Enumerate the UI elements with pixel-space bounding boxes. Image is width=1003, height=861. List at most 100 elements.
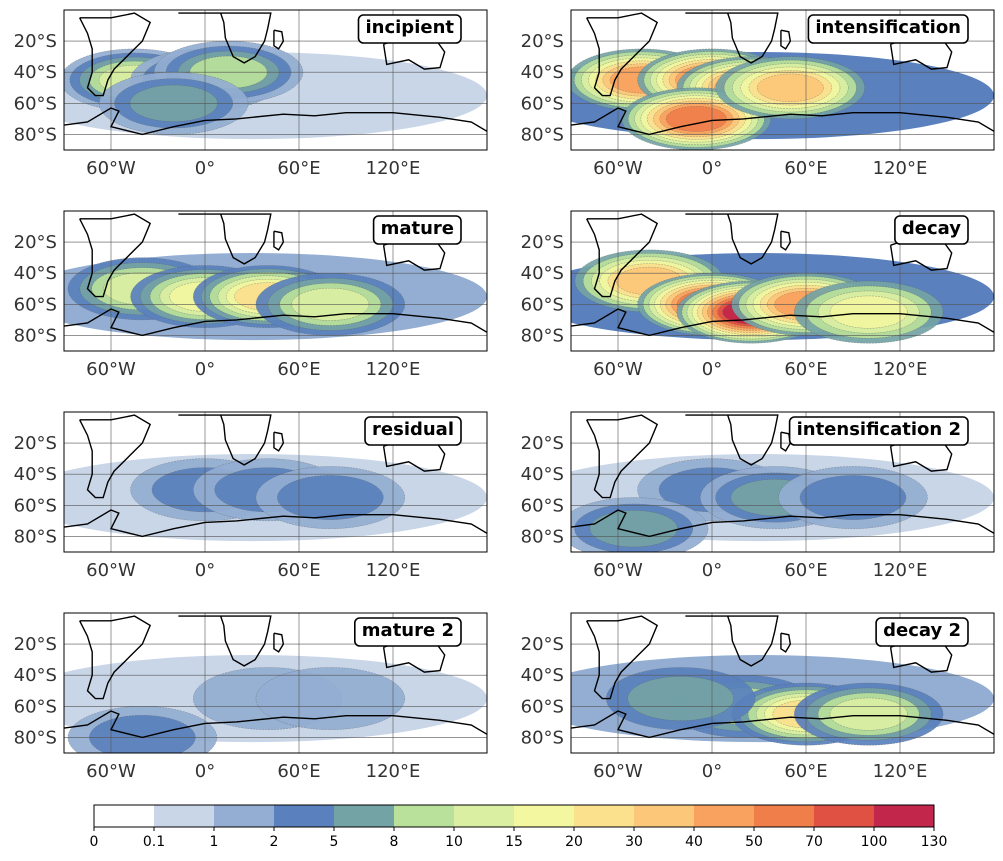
lat-tick-label: 20°S (14, 31, 57, 52)
coastline (780, 431, 792, 452)
lat-tick-label: 20°S (521, 232, 564, 253)
lon-tick-label: 0° (195, 158, 215, 179)
lat-tick-label: 40°S (521, 62, 564, 83)
colorbar-segment (334, 805, 394, 827)
density-contour (665, 106, 727, 132)
lat-tick-label: 40°S (521, 464, 564, 485)
colorbar-tick-label: 100 (861, 834, 888, 850)
colorbar-tick-label: 20 (565, 834, 583, 850)
coastline-antarctica (571, 107, 994, 136)
panel-frame (63, 612, 488, 754)
lat-tick-label: 80°S (14, 526, 57, 547)
lon-tick-label: 120°E (873, 359, 928, 380)
panel-title: intensification 2 (797, 419, 961, 440)
coastline (79, 12, 152, 97)
colorbar-tick-label: 10 (445, 834, 463, 850)
panel-incipient: 20°S 40°S 60°S 80°S 60°W 0° 60°E 120°E incipient (14, 9, 488, 179)
coastline (178, 12, 272, 64)
gridlines (64, 10, 487, 150)
lon-tick-label: 120°E (873, 560, 928, 581)
colorbar-tick-label: 2 (270, 834, 279, 850)
lon-tick-label: 60°E (277, 158, 320, 179)
panel-title-box (353, 617, 462, 647)
coastline (79, 615, 152, 700)
lat-tick-label: 60°S (14, 495, 57, 516)
lon-tick-label: 60°W (86, 761, 136, 782)
lon-tick-label: 120°E (873, 761, 928, 782)
colorbar-tick-label: 0.1 (143, 834, 165, 850)
density-contour (756, 73, 824, 102)
lat-tick-label: 80°S (521, 526, 564, 547)
lat-tick-label: 40°S (521, 665, 564, 686)
lat-tick-label: 20°S (521, 634, 564, 655)
coastline (780, 632, 792, 653)
panel-frame (63, 210, 488, 352)
colorbar-segment (94, 805, 154, 827)
colorbar-tick-label: 30 (625, 834, 643, 850)
lat-tick-label: 80°S (521, 124, 564, 145)
coastline (79, 414, 152, 499)
panel-title: residual (372, 419, 454, 440)
colorbar: 0 0.1 1 2 5 8 10 15 20 30 40 50 70 100 130 (90, 804, 948, 850)
lat-tick-label: 60°S (14, 93, 57, 114)
panel-title: decay (902, 218, 961, 239)
panel-decay-2: 20°S 40°S 60°S 80°S 60°W 0° 60°E 120°E decay 2 (521, 612, 995, 782)
lon-tick-label: 0° (702, 761, 722, 782)
panel-frame (570, 210, 995, 352)
coastline (586, 12, 659, 97)
panel-decay: 20°S 40°S 60°S 80°S 60°W 0° 60°E 120°E decay (521, 210, 995, 380)
lat-tick-label: 60°S (521, 93, 564, 114)
lon-tick-label: 120°E (366, 560, 421, 581)
lon-tick-label: 120°E (366, 761, 421, 782)
coastline (273, 230, 285, 251)
density-contour (799, 475, 907, 520)
gridlines (571, 412, 994, 552)
coastline-antarctica (64, 710, 487, 739)
panel-title: intensification (815, 17, 961, 38)
colorbar-segment (274, 805, 334, 827)
lon-tick-label: 0° (702, 359, 722, 380)
panel-mature-2: 20°S 40°S 60°S 80°S 60°W 0° 60°E 120°E mature 2 (14, 612, 488, 782)
colorbar-segment (814, 805, 874, 827)
panel-title-box (364, 416, 462, 446)
lat-tick-label: 60°S (521, 696, 564, 717)
colorbar-segment (454, 805, 514, 827)
colorbar-tick-label: 1 (210, 834, 219, 850)
lat-tick-label: 20°S (14, 232, 57, 253)
lat-tick-label: 40°S (14, 62, 57, 83)
lon-tick-label: 0° (702, 158, 722, 179)
panel-title: decay 2 (883, 620, 961, 641)
colorbar-segment (214, 805, 274, 827)
lat-tick-label: 60°S (14, 696, 57, 717)
panel-frame (570, 9, 995, 151)
lon-tick-label: 0° (195, 560, 215, 581)
colorbar-segment (634, 805, 694, 827)
coastline (178, 414, 272, 466)
gridlines (571, 10, 994, 150)
colorbar-segment (874, 805, 934, 827)
lon-tick-label: 120°E (873, 158, 928, 179)
lat-tick-label: 60°S (521, 294, 564, 315)
coastline-antarctica (571, 509, 994, 538)
panel-title-box (357, 14, 462, 44)
lat-tick-label: 20°S (521, 31, 564, 52)
colorbar-segment (574, 805, 634, 827)
lon-tick-label: 60°W (86, 359, 136, 380)
panel-title-box (807, 14, 969, 44)
lat-tick-label: 80°S (14, 325, 57, 346)
density-field (64, 655, 487, 753)
panel-title-box (372, 215, 462, 245)
lon-tick-label: 120°E (366, 158, 421, 179)
lat-tick-label: 40°S (14, 665, 57, 686)
coastline-antarctica (571, 308, 994, 337)
colorbar-tick-label: 130 (921, 834, 948, 850)
panel-frame (63, 411, 488, 553)
coastline (178, 213, 272, 265)
lon-tick-label: 60°W (86, 560, 136, 581)
lat-tick-label: 20°S (14, 433, 57, 454)
coastline (273, 29, 285, 50)
coastline-antarctica (64, 107, 487, 136)
lat-tick-label: 80°S (521, 325, 564, 346)
density-contour (829, 295, 908, 329)
coastline-antarctica (64, 509, 487, 538)
